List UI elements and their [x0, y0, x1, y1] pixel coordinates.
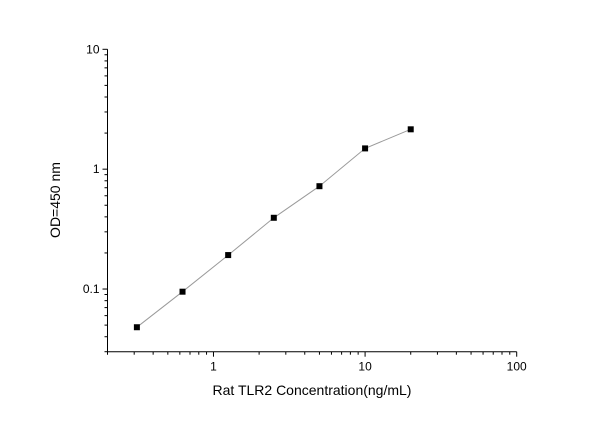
series-layer	[133, 126, 414, 331]
y-axis-title: OD=450 nm	[47, 162, 63, 238]
x-tick-label: 10	[358, 360, 372, 374]
data-point	[316, 183, 323, 190]
data-point	[133, 324, 140, 331]
x-tick-label: 100	[507, 360, 527, 374]
y-tick-label: 1	[93, 162, 100, 176]
data-point	[225, 252, 232, 259]
data-point	[362, 145, 369, 152]
x-axis-title: Rat TLR2 Concentration(ng/mL)	[213, 382, 412, 398]
y-tick-label: 0.1	[83, 282, 100, 296]
data-point	[270, 214, 277, 221]
axes: 1 10 100 0.1 1 10	[83, 42, 527, 373]
y-tick-label: 10	[86, 42, 100, 56]
x-tick-label: 1	[210, 360, 217, 374]
data-point	[179, 288, 186, 295]
data-point	[407, 126, 414, 133]
series-line	[136, 128, 411, 328]
